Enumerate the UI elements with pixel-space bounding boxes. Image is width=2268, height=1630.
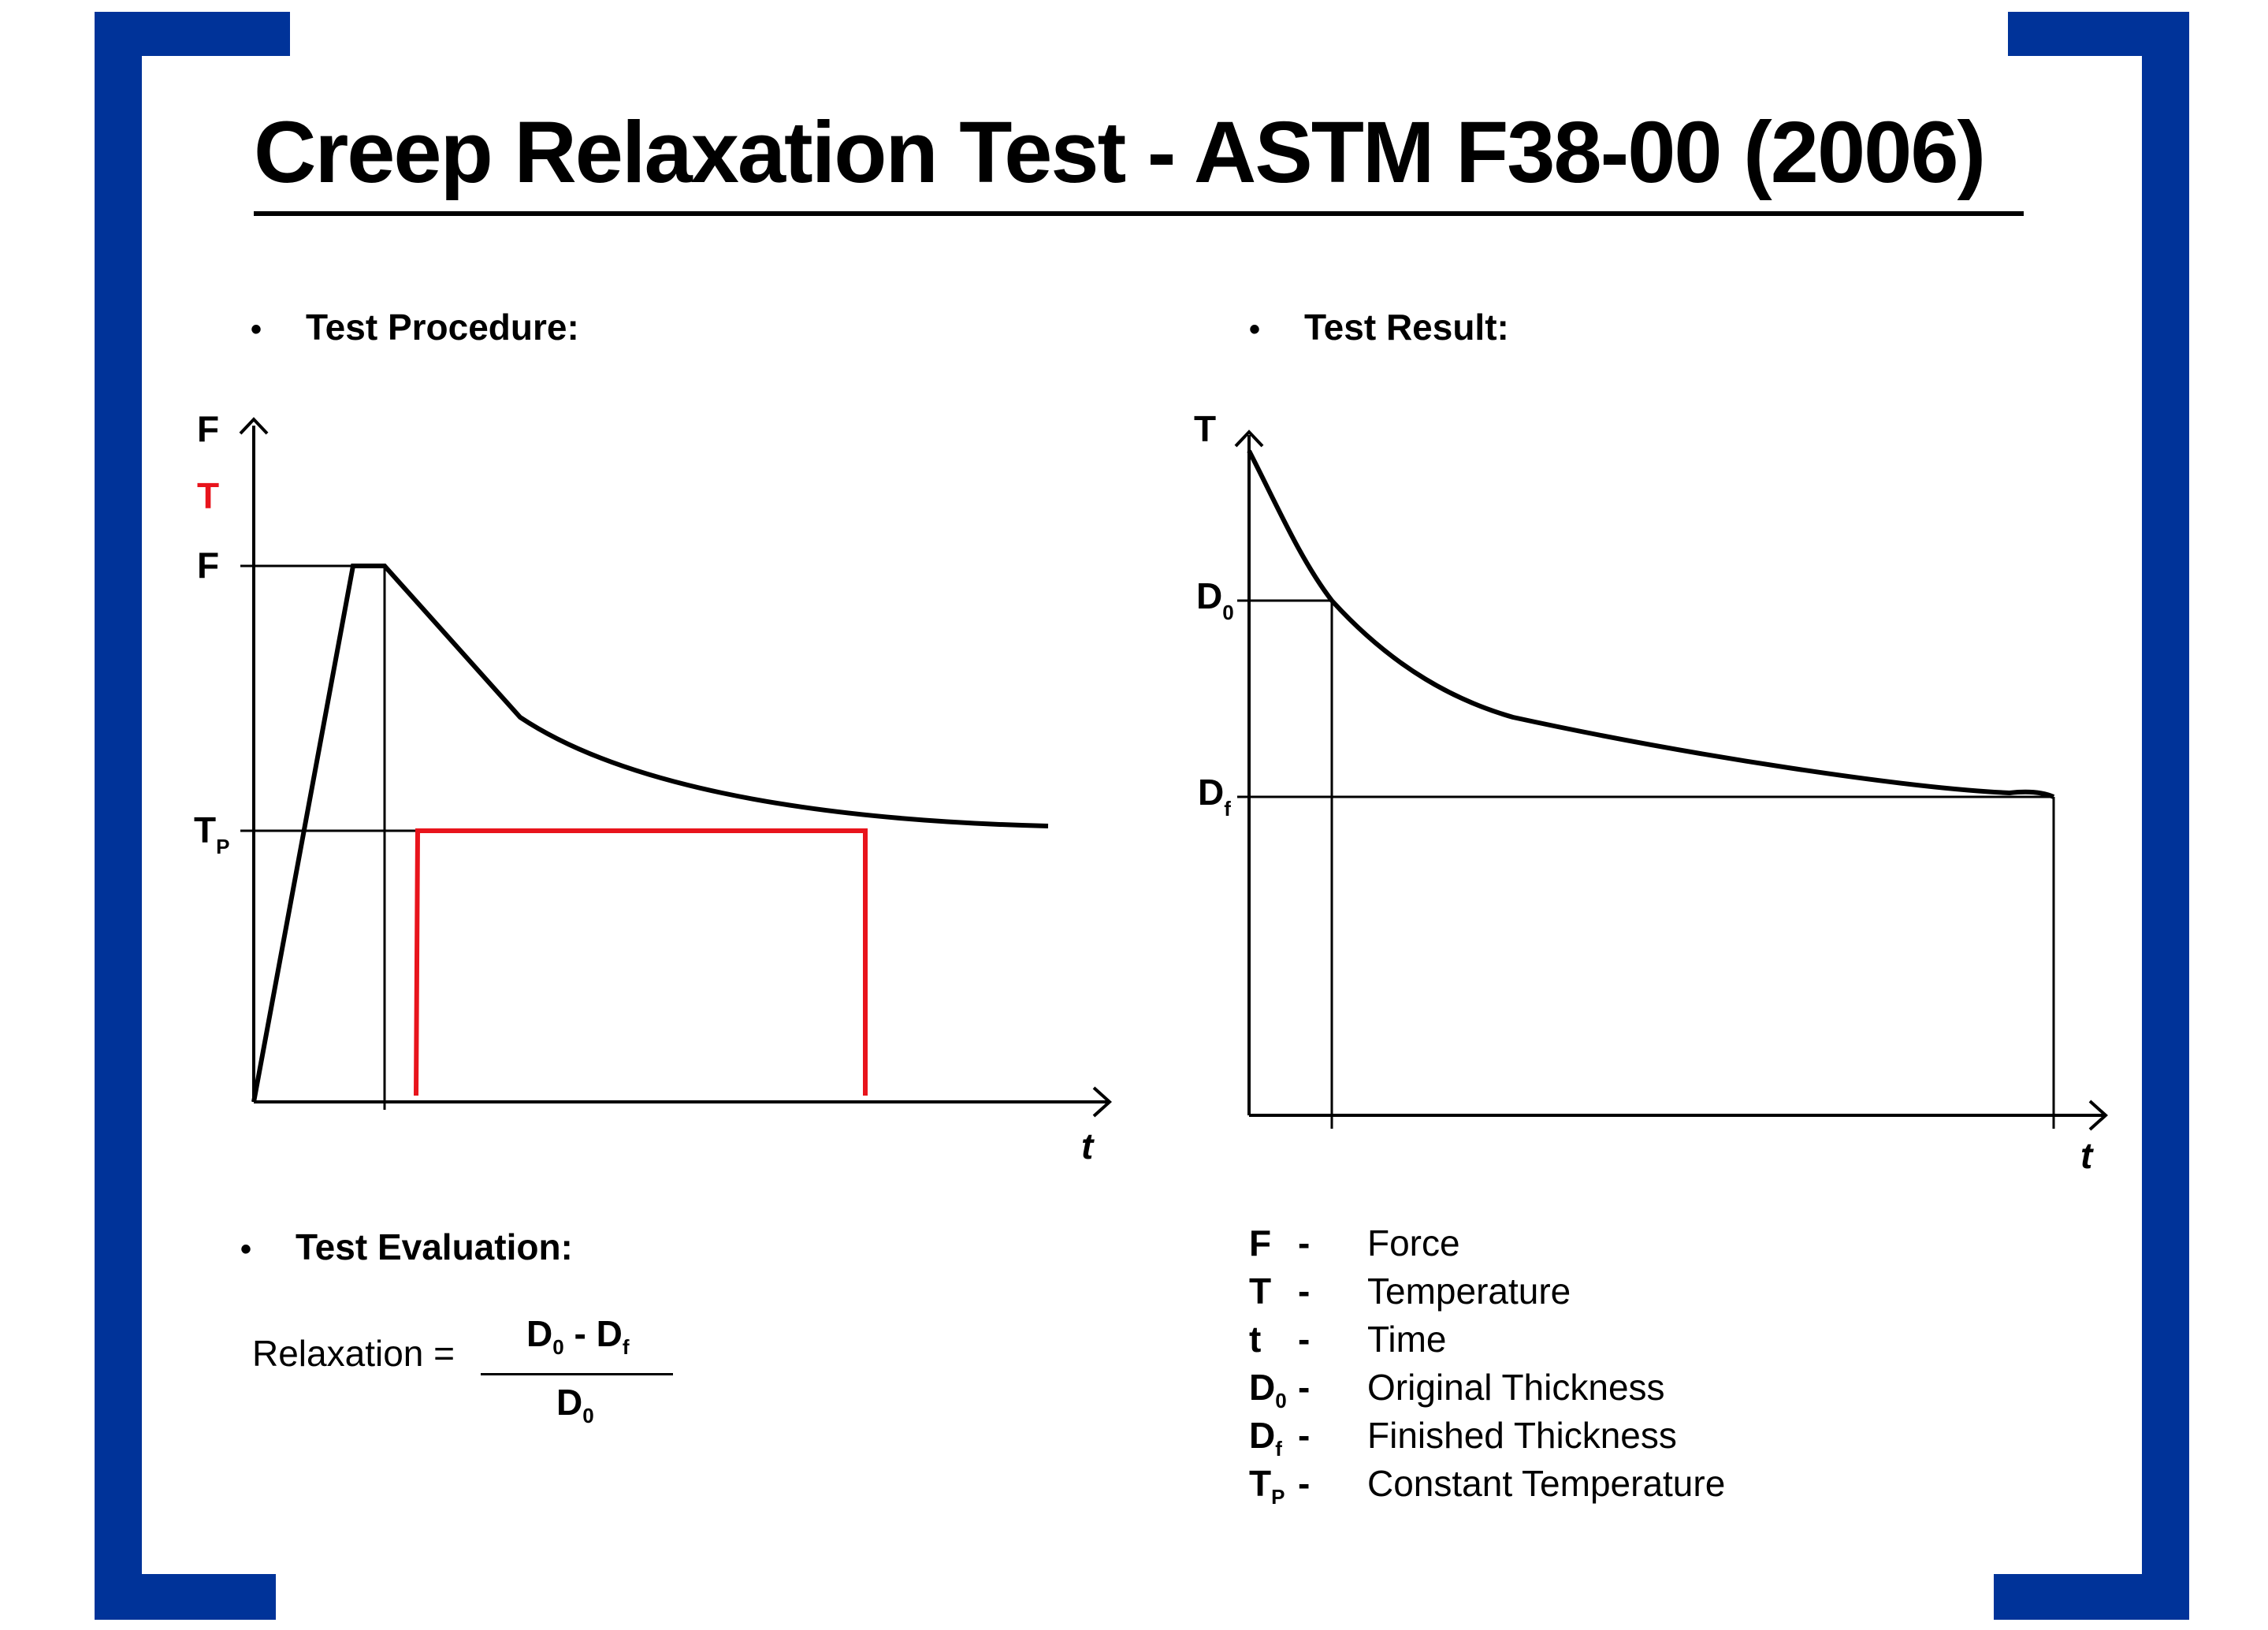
legend-description: Finished Thickness <box>1367 1415 1677 1456</box>
heading-test-evaluation-label: Test Evaluation: <box>296 1226 573 1267</box>
legend-description: Original Thickness <box>1367 1367 1665 1408</box>
frame-bracket-top-right-horizontal <box>2008 12 2189 56</box>
relaxation-formula-label: Relaxation = <box>252 1333 455 1374</box>
legend-dash: - <box>1298 1415 1311 1456</box>
legend-dash: - <box>1298 1463 1311 1504</box>
legend-symbol-main: T <box>1249 1271 1272 1312</box>
result-d0-label-sub: 0 <box>1222 601 1233 624</box>
numerator-df: D <box>596 1313 623 1354</box>
procedure-y-axis-arrow-icon <box>239 417 269 435</box>
result-df-label-main: D <box>1198 772 1224 813</box>
legend-dash: - <box>1298 1367 1311 1408</box>
procedure-force-level-label: F <box>197 545 219 586</box>
procedure-y-axis-label-secondary: T <box>197 475 219 516</box>
legend-symbol-main: F <box>1249 1222 1272 1263</box>
legend-symbol-main: D <box>1249 1367 1276 1408</box>
heading-test-result-label: Test Result: <box>1304 307 1509 348</box>
bullet-icon: • <box>1249 312 1261 347</box>
result-x-axis-label: t <box>2080 1135 2094 1176</box>
title-underline <box>254 211 2024 216</box>
denominator-d0-sub: 0 <box>582 1404 594 1428</box>
legend-symbol: t <box>1249 1318 1261 1365</box>
result-x-axis-arrow-icon <box>2088 1100 2108 1131</box>
legend-symbol-main: D <box>1249 1415 1276 1456</box>
legend-symbol-sub: 0 <box>1275 1389 1287 1413</box>
legend-symbol-sub: f <box>1275 1437 1282 1461</box>
result-diagram: T D0 Df t <box>1194 408 2108 1176</box>
procedure-force-curve <box>251 564 1049 1103</box>
bullet-icon: • <box>251 312 262 347</box>
legend-symbol-main: t <box>1249 1319 1262 1360</box>
heading-test-evaluation: • Test Evaluation: <box>240 1226 573 1268</box>
legend-symbol: T <box>1249 1270 1271 1317</box>
frame-bracket-top-right-vertical <box>2142 12 2189 1620</box>
legend-symbol-main: T <box>1249 1463 1272 1504</box>
frame-bracket-top-left-horizontal <box>95 12 290 56</box>
frame-bracket-top-left-vertical <box>95 12 142 1620</box>
procedure-x-axis-label: t <box>1081 1126 1095 1167</box>
legend-description: Temperature <box>1367 1271 1571 1312</box>
result-d0-label-main: D <box>1196 575 1222 616</box>
legend-symbol: F <box>1249 1222 1271 1269</box>
procedure-diagram: F T F TP t <box>194 408 1112 1167</box>
fraction-bar <box>481 1373 673 1375</box>
numerator-d0-sub: 0 <box>552 1335 564 1360</box>
procedure-temperature-curve <box>414 828 868 1096</box>
legend-dash: - <box>1298 1271 1311 1312</box>
result-df-label-sub: f <box>1224 797 1231 821</box>
frame-bracket-bottom-left-horizontal <box>95 1574 276 1620</box>
legend-symbol: D0 <box>1249 1366 1287 1413</box>
heading-test-procedure-label: Test Procedure: <box>306 307 579 348</box>
heading-test-result: • Test Result: <box>1249 306 1509 348</box>
page-title: Creep Relaxation Test - ASTM F38-00 (200… <box>254 104 1986 201</box>
relaxation-numerator: D0 - Df <box>526 1312 630 1360</box>
procedure-y-axis-label: F <box>197 408 219 449</box>
denominator-d0: D <box>556 1382 583 1423</box>
numerator-operator: - <box>563 1313 597 1354</box>
legend-symbol: Df <box>1249 1414 1282 1461</box>
legend-description: Constant Temperature <box>1367 1463 1726 1504</box>
bullet-icon: • <box>240 1232 252 1267</box>
result-y-axis-arrow-icon <box>1234 430 1264 448</box>
legend-dash: - <box>1298 1222 1311 1263</box>
legend-description: Time <box>1367 1319 1447 1360</box>
numerator-d0: D <box>526 1313 553 1354</box>
procedure-x-axis-arrow-icon <box>1092 1086 1112 1118</box>
procedure-temp-level-label: TP <box>194 809 229 858</box>
result-thickness-curve <box>1247 449 2055 799</box>
result-y-axis-label: T <box>1194 408 1216 449</box>
numerator-df-sub: f <box>622 1335 630 1360</box>
legend-dash: - <box>1298 1319 1311 1360</box>
relaxation-denominator: D0 <box>556 1381 594 1428</box>
frame-bracket-bottom-right-horizontal <box>1994 1574 2189 1620</box>
heading-test-procedure: • Test Procedure: <box>251 306 579 348</box>
procedure-temp-level-label-sub: P <box>216 835 229 858</box>
legend-description: Force <box>1367 1222 1460 1263</box>
legend-symbol: TP <box>1249 1462 1285 1509</box>
procedure-temp-level-label-main: T <box>194 809 216 850</box>
legend-symbol-sub: P <box>1271 1485 1285 1509</box>
result-df-label: Df <box>1198 772 1231 821</box>
result-d0-label: D0 <box>1196 575 1234 624</box>
